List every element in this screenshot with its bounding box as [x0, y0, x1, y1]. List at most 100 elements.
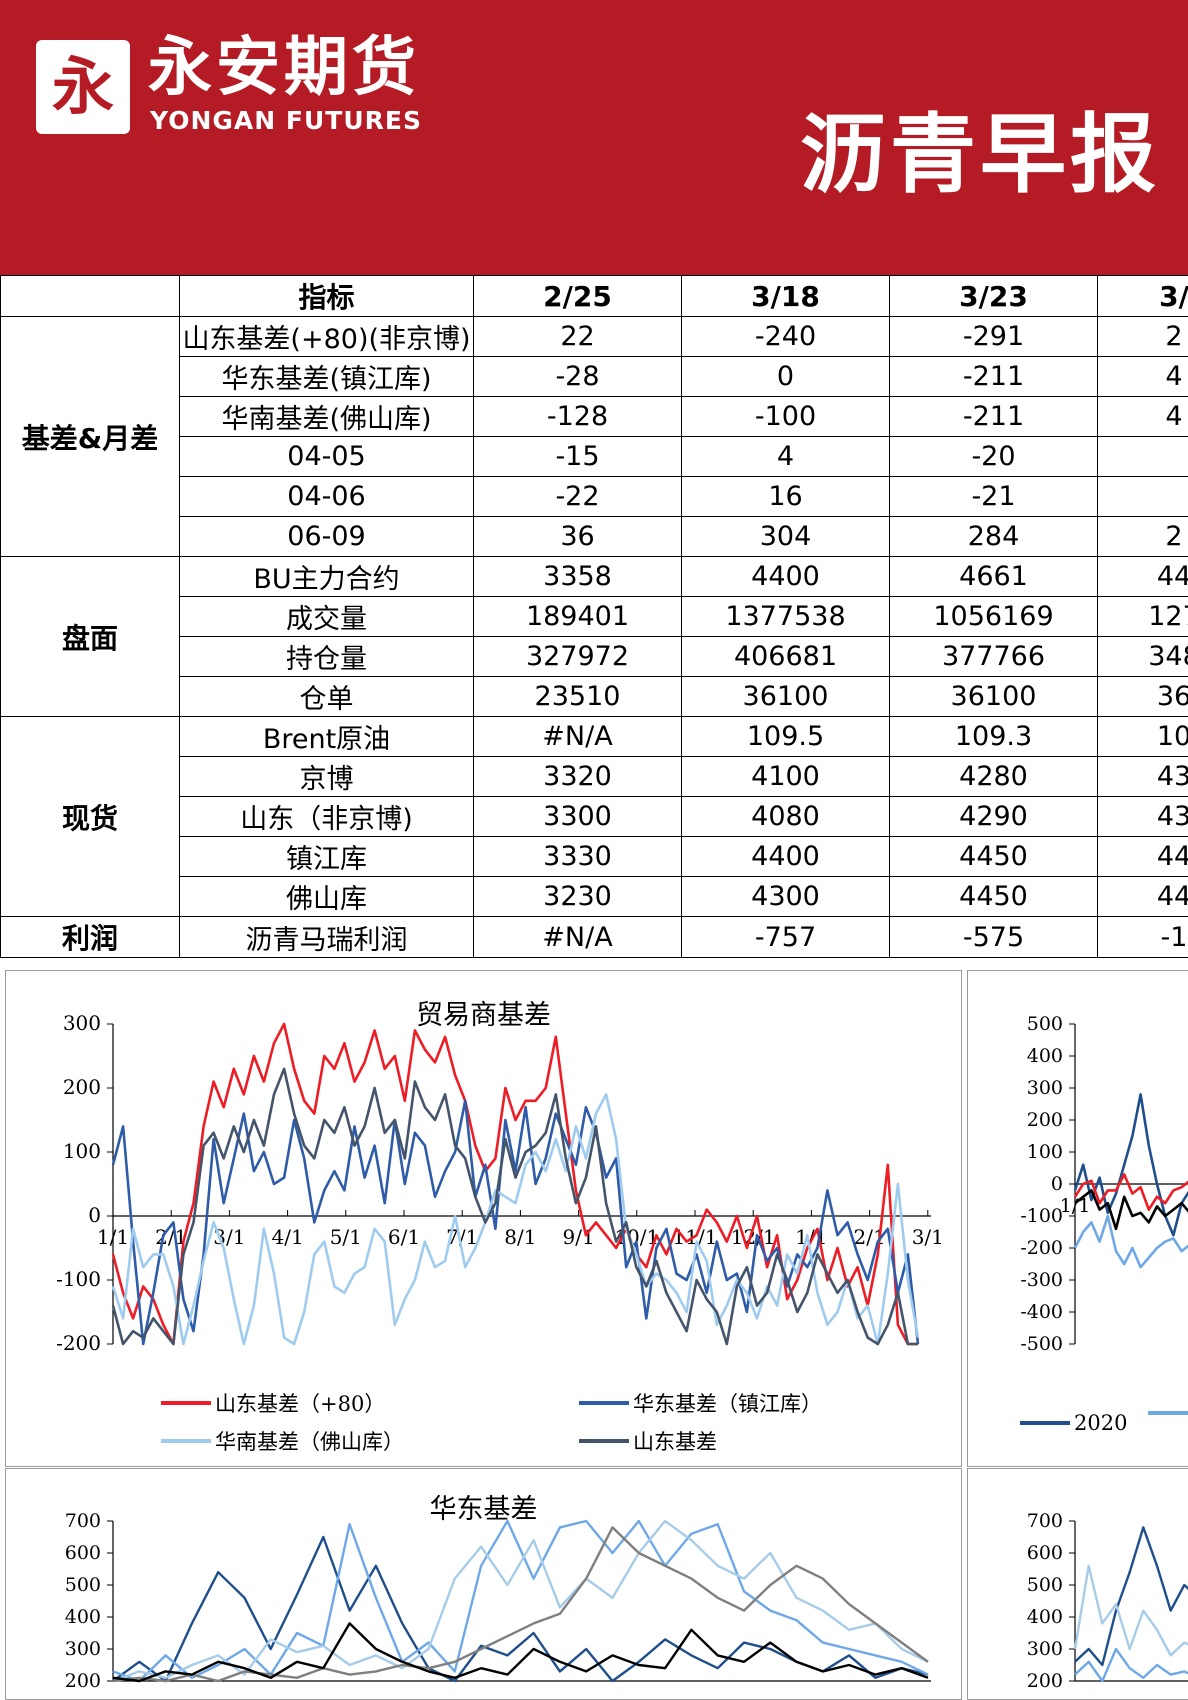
table-cell: 3300: [474, 797, 682, 837]
y-tick-label: 100: [63, 1139, 101, 1163]
table-cell: -22: [474, 477, 682, 517]
y-tick-label: 500: [1027, 1013, 1063, 1035]
table-cell: 4280: [890, 757, 1098, 797]
x-tick-label: 1/1: [1060, 1195, 1091, 1217]
y-tick-label: 200: [65, 1670, 101, 1692]
indicator-label: 华南基差(佛山库): [180, 397, 474, 437]
table-cell: 377766: [890, 637, 1098, 677]
y-tick-label: 100: [1027, 1141, 1063, 1163]
indicator-label: 山东（非京博): [180, 797, 474, 837]
row-group-label: 基差&月差: [1, 317, 180, 557]
legend-label: 2020: [1074, 1411, 1127, 1435]
x-tick-label: 4/1: [272, 1225, 304, 1249]
x-tick-label: 6/1: [388, 1225, 420, 1249]
indicator-label: BU主力合约: [180, 557, 474, 597]
y-tick-label: 300: [1027, 1638, 1063, 1660]
legend-item: [1148, 1411, 1188, 1415]
table-cell: 3358: [474, 557, 682, 597]
indicator-label: 华东基差(镇江库): [180, 357, 474, 397]
series-line: [113, 1101, 918, 1344]
indicator-label: 持仓量: [180, 637, 474, 677]
legend-swatch: [579, 1439, 629, 1443]
table-cell: 0: [682, 357, 890, 397]
column-header: 3/18: [682, 276, 890, 317]
y-tick-label: 600: [1027, 1542, 1063, 1564]
table-cell: 23510: [474, 677, 682, 717]
table-cell: -575: [890, 917, 1098, 958]
table-cell: 44: [1098, 557, 1188, 597]
legend-swatch: [161, 1439, 211, 1443]
x-tick-label: 8/1: [504, 1225, 536, 1249]
y-tick-label: -200: [56, 1331, 101, 1355]
y-tick-label: -300: [1020, 1269, 1063, 1291]
table-cell: -28: [474, 357, 682, 397]
y-tick-label: 500: [1027, 1574, 1063, 1596]
table-cell: 1056169: [890, 597, 1098, 637]
table-row: 成交量18940113775381056169127: [1, 597, 1188, 637]
table-cell: 284: [890, 517, 1098, 557]
y-tick-label: 500: [65, 1574, 101, 1596]
table-cell: 16: [682, 477, 890, 517]
legend-label: 山东基差（+80）: [215, 1388, 385, 1418]
column-header: [1, 276, 180, 317]
table-cell: 36: [1098, 677, 1188, 717]
indicator-label: Brent原油: [180, 717, 474, 757]
y-tick-label: 300: [65, 1638, 101, 1660]
table-cell: 327972: [474, 637, 682, 677]
legend-swatch: [579, 1401, 629, 1405]
y-tick-label: 0: [1051, 1173, 1063, 1195]
series-line: [113, 1094, 918, 1344]
x-tick-label: 5/1: [330, 1225, 362, 1249]
legend-label: 华东基差（镇江库）: [633, 1388, 822, 1418]
chart-title: 贸易商基差: [6, 993, 961, 1032]
legend-item: 山东基差: [579, 1426, 717, 1456]
table-cell: 4300: [682, 877, 890, 917]
table-cell: -211: [890, 397, 1098, 437]
indicator-label: 仓单: [180, 677, 474, 717]
brand-name-en: YONGAN FUTURES: [150, 108, 422, 133]
table-cell: 10: [1098, 717, 1188, 757]
logo-glyph: 永: [52, 56, 114, 118]
table-cell: 36100: [890, 677, 1098, 717]
series-line: [1075, 1216, 1188, 1267]
table-cell: 4450: [890, 877, 1098, 917]
table-cell: 109.5: [682, 717, 890, 757]
table-cell: 4661: [890, 557, 1098, 597]
table-cell: -20: [890, 437, 1098, 477]
y-tick-label: 400: [65, 1606, 101, 1628]
table-cell: 304: [682, 517, 890, 557]
x-tick-label: 3/1: [912, 1225, 944, 1249]
indicator-label: 镇江库: [180, 837, 474, 877]
row-group-label: 现货: [1, 717, 180, 917]
y-tick-label: 400: [1027, 1045, 1063, 1067]
table-cell: -240: [682, 317, 890, 357]
y-tick-label: -200: [1020, 1237, 1063, 1259]
yongan-logo-icon: 永: [36, 40, 130, 134]
row-group-label: 盘面: [1, 557, 180, 717]
table-cell: 4450: [890, 837, 1098, 877]
table-cell: 189401: [474, 597, 682, 637]
indicator-label: 04-06: [180, 477, 474, 517]
table-cell: -1: [1098, 917, 1188, 958]
table-cell: 36: [474, 517, 682, 557]
legend-item: 华东基差（镇江库）: [579, 1388, 822, 1418]
table-cell: 2: [1098, 317, 1188, 357]
indicator-label: 04-05: [180, 437, 474, 477]
series-line: [113, 1521, 928, 1681]
series-line: [113, 1537, 928, 1681]
table-cell: #N/A: [474, 917, 682, 958]
table-cell: -100: [682, 397, 890, 437]
indicator-label: 成交量: [180, 597, 474, 637]
